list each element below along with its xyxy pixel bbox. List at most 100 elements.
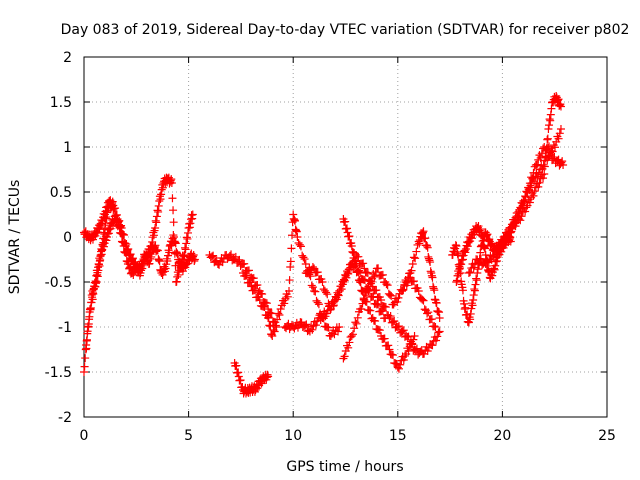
data-point xyxy=(466,268,475,277)
data-point xyxy=(393,297,402,306)
data-point xyxy=(276,305,285,313)
data-point xyxy=(414,287,423,295)
data-point xyxy=(308,325,317,334)
data-point xyxy=(404,347,413,356)
data-point xyxy=(334,290,343,299)
data-point xyxy=(126,250,135,259)
data-point xyxy=(421,234,430,243)
data-point xyxy=(382,280,391,289)
data-point xyxy=(264,372,273,381)
data-point xyxy=(419,296,428,305)
data-point xyxy=(285,276,294,285)
data-point xyxy=(80,362,89,371)
data-point xyxy=(339,354,348,363)
data-point xyxy=(434,328,443,337)
data-point xyxy=(81,354,90,363)
data-point xyxy=(409,277,418,286)
data-point xyxy=(363,268,372,277)
data-point xyxy=(426,258,435,267)
data-point xyxy=(301,260,310,268)
data-point xyxy=(393,323,402,331)
data-point xyxy=(399,326,408,335)
y-tick-label: 0.5 xyxy=(50,185,72,201)
data-point xyxy=(521,192,530,201)
data-point xyxy=(207,252,216,261)
data-point xyxy=(399,356,408,365)
x-tick-label: 25 xyxy=(598,428,616,444)
data-point xyxy=(540,170,549,178)
data-point xyxy=(275,311,284,320)
data-point xyxy=(347,332,356,340)
data-point xyxy=(424,308,433,317)
data-point xyxy=(377,296,386,304)
data-point xyxy=(295,240,304,249)
data-point xyxy=(386,312,395,321)
data-point xyxy=(510,219,519,228)
data-point xyxy=(301,321,310,330)
data-point xyxy=(403,274,412,283)
data-point xyxy=(554,134,563,143)
data-point xyxy=(313,268,322,277)
data-point xyxy=(427,315,436,324)
data-point xyxy=(549,154,558,163)
data-point xyxy=(419,227,428,236)
data-point xyxy=(394,364,403,373)
data-point xyxy=(533,172,542,181)
data-point xyxy=(308,283,317,292)
data-point xyxy=(380,334,389,343)
data-point xyxy=(529,191,538,200)
data-point xyxy=(515,209,524,218)
data-point xyxy=(375,326,384,335)
x-axis-label: GPS time / hours xyxy=(286,459,403,475)
data-point xyxy=(351,318,360,327)
data-point xyxy=(366,279,375,288)
data-point xyxy=(534,182,543,191)
data-point xyxy=(418,295,427,304)
data-point xyxy=(408,260,417,268)
data-point xyxy=(461,303,470,312)
data-point xyxy=(344,343,353,352)
data-point xyxy=(334,327,343,336)
data-point xyxy=(300,255,309,264)
data-point xyxy=(366,306,375,315)
data-point xyxy=(335,323,344,331)
data-point xyxy=(253,280,262,289)
data-point xyxy=(525,198,534,207)
data-point xyxy=(519,197,528,205)
data-point xyxy=(407,266,416,275)
data-point xyxy=(397,287,406,295)
data-point xyxy=(516,204,525,213)
data-point xyxy=(433,332,442,341)
data-point xyxy=(394,322,403,331)
data-point xyxy=(503,232,512,241)
data-point xyxy=(464,269,473,277)
data-point xyxy=(341,217,350,226)
data-point xyxy=(432,336,441,345)
data-point xyxy=(232,361,241,370)
data-point xyxy=(383,281,392,290)
data-point xyxy=(356,278,365,287)
data-point xyxy=(409,335,418,344)
data-point xyxy=(535,178,544,187)
data-point xyxy=(236,376,245,385)
data-point xyxy=(293,233,302,241)
data-point xyxy=(552,156,561,165)
data-point xyxy=(218,258,227,267)
data-point xyxy=(372,286,381,295)
data-point xyxy=(350,324,359,333)
data-point xyxy=(269,325,278,334)
data-point xyxy=(242,271,251,280)
data-point xyxy=(399,285,408,294)
x-tick-label: 10 xyxy=(284,428,302,444)
data-point xyxy=(435,314,444,322)
data-point xyxy=(175,257,184,266)
data-point xyxy=(323,290,332,299)
data-point xyxy=(283,292,292,301)
data-point xyxy=(260,303,269,312)
data-point xyxy=(314,300,323,309)
data-point xyxy=(543,134,552,143)
data-point xyxy=(235,255,244,264)
data-point xyxy=(374,300,383,309)
data-point xyxy=(396,360,405,369)
data-point xyxy=(271,321,280,330)
